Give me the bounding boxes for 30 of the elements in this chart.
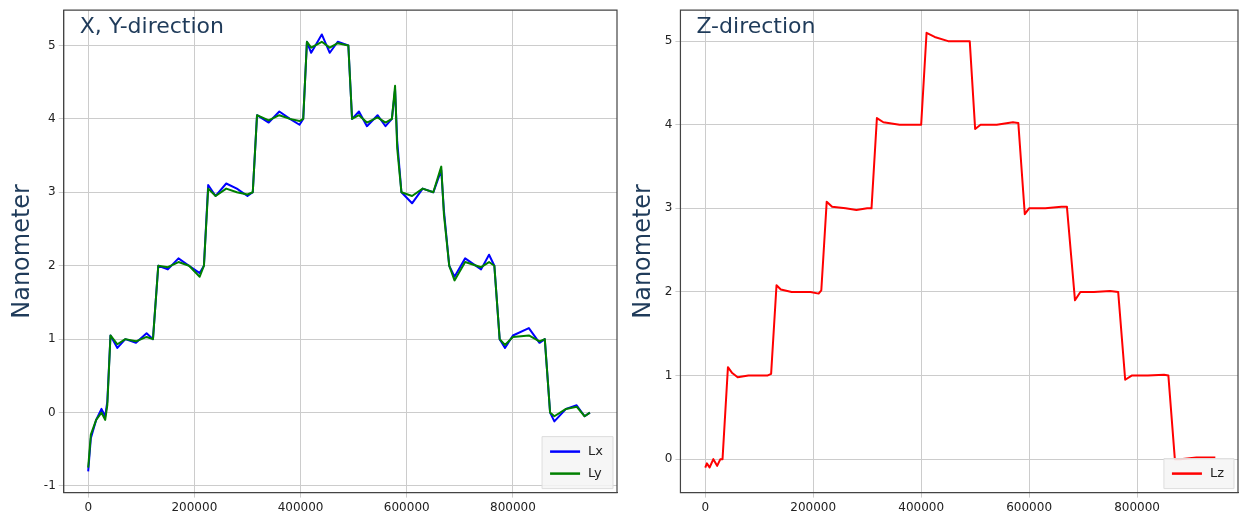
y-tick-label: 2 [48, 257, 56, 272]
y-tick-label: 0 [664, 451, 673, 466]
x-tick-label: 800000 [490, 499, 536, 514]
x-tick-label: 600000 [1006, 499, 1053, 514]
y-tick-label: 1 [664, 367, 673, 382]
x-tick-label: 0 [701, 499, 710, 514]
chart-title: Z-direction [696, 12, 816, 38]
x-tick-label: 200000 [171, 499, 218, 514]
y-tick-label: 1 [48, 331, 56, 346]
y-tick-label: 4 [664, 116, 673, 131]
y-tick-label: -1 [43, 478, 56, 493]
x-tick-label: 800000 [1114, 499, 1160, 514]
y-tick-label: 5 [48, 37, 56, 52]
x-tick-label: 400000 [277, 499, 324, 514]
y-tick-label: 5 [664, 33, 673, 48]
chart-title: X, Y-direction [79, 12, 225, 38]
y-axis-title: Nanometer [6, 183, 35, 319]
x-tick-label: 400000 [898, 499, 945, 514]
legend-label: Ly [588, 464, 603, 480]
y-axis-title: Nanometer [627, 183, 656, 319]
y-tick-label: 3 [48, 184, 56, 199]
y-tick-label: 0 [48, 404, 56, 419]
x-tick-label: 0 [84, 499, 93, 514]
y-tick-label: 2 [664, 284, 673, 299]
y-tick-label: 3 [664, 200, 673, 215]
x-tick-label: 200000 [790, 499, 837, 514]
legend-label: Lz [1209, 464, 1225, 480]
legend-label: Lx [588, 442, 604, 458]
x-tick-label: 600000 [383, 499, 430, 514]
y-tick-label: 4 [48, 110, 56, 125]
